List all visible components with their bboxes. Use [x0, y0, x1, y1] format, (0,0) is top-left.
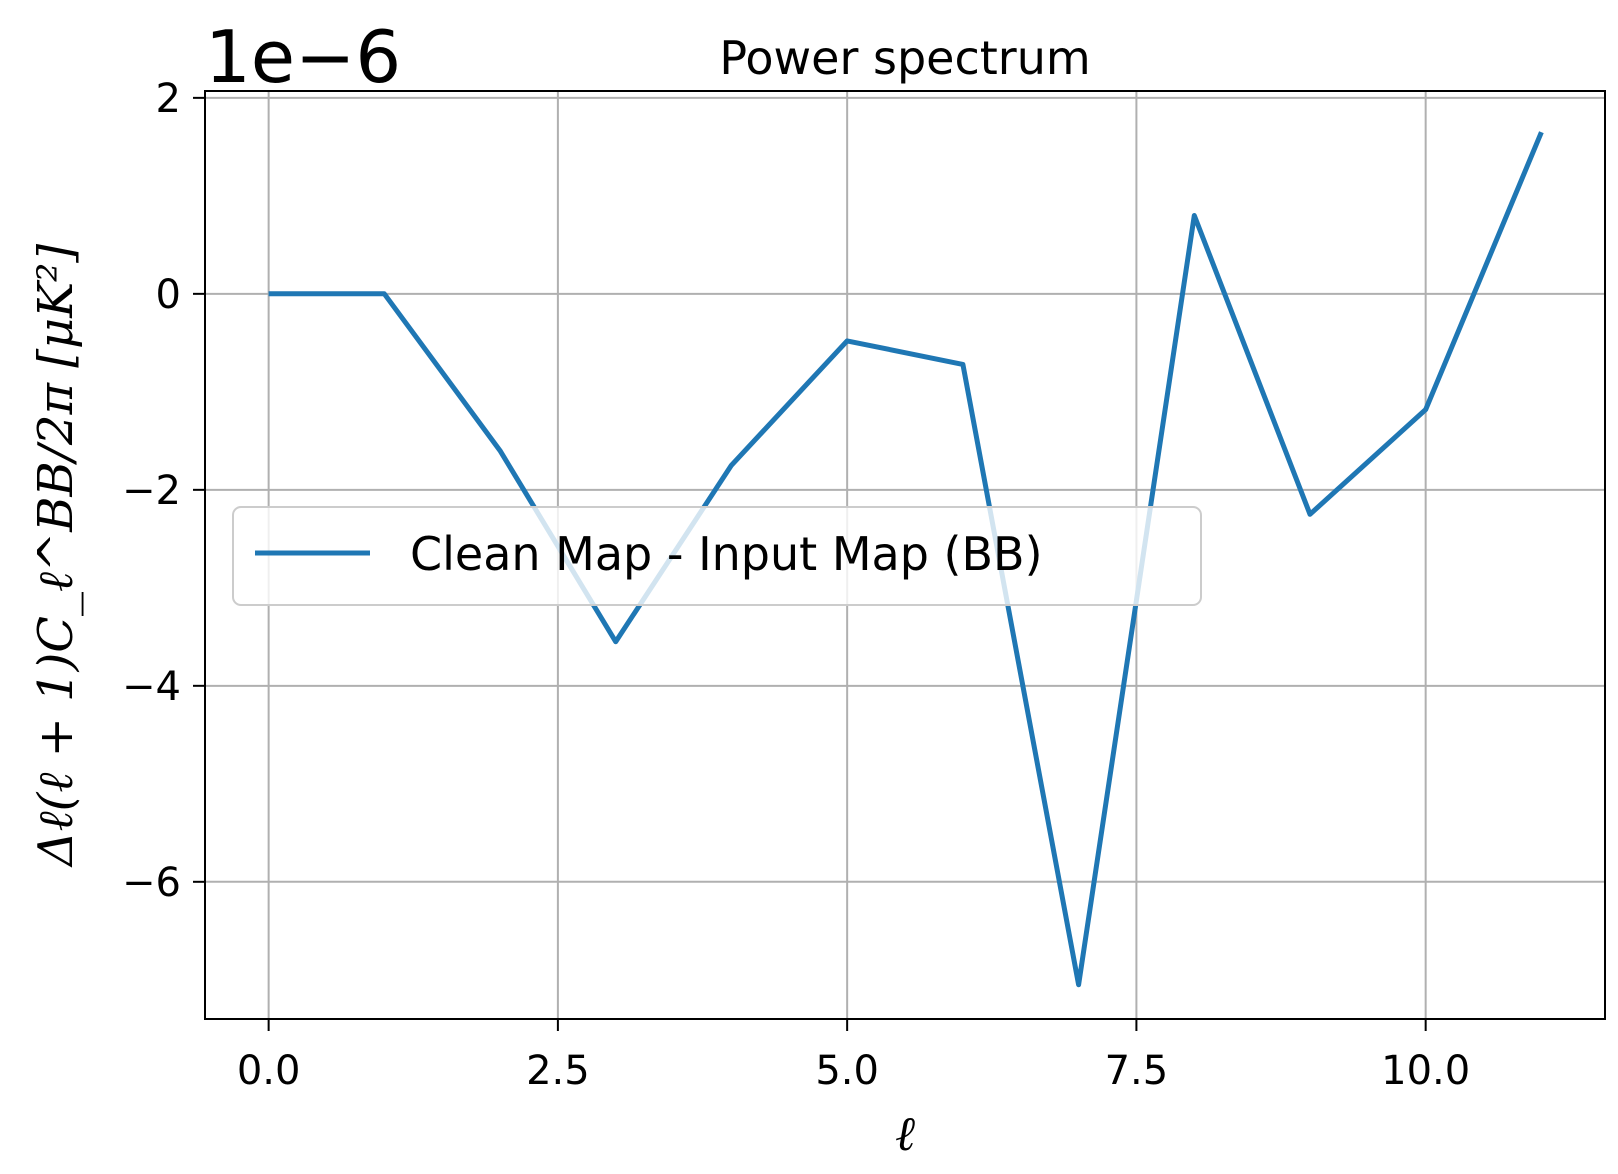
chart-title: Power spectrum	[719, 31, 1090, 85]
x-axis-label: ℓ	[895, 1106, 915, 1162]
y-ticks: 2 0 −2 −4 −6	[122, 76, 205, 906]
y-offset-label: 1e−6	[205, 15, 401, 99]
y-tick-label: −6	[122, 860, 181, 906]
legend-label: Clean Map - Input Map (BB)	[410, 527, 1043, 581]
y-tick-label: −4	[122, 664, 181, 710]
x-tick-label: 5.0	[815, 1048, 879, 1094]
y-tick-label: 0	[156, 272, 181, 318]
y-axis-label: Δℓ(ℓ + 1)C_ℓ^BB/2π [μK²]	[28, 244, 84, 868]
series-layer	[268, 131, 1544, 988]
x-tick-label: 0.0	[237, 1048, 301, 1094]
y-tick-label: 2	[156, 76, 181, 122]
legend: Clean Map - Input Map (BB)	[232, 506, 1202, 606]
x-tick-label: 2.5	[526, 1048, 590, 1094]
y-grid	[205, 96, 1605, 883]
series-line	[268, 131, 1544, 988]
x-tick-label: 10.0	[1381, 1048, 1470, 1094]
x-ticks: 0.0 2.5 5.0 7.5 10.0	[237, 1019, 1470, 1094]
plot-frame	[204, 90, 1606, 1020]
legend-box	[232, 506, 1202, 606]
x-tick-label: 7.5	[1105, 1048, 1169, 1094]
y-tick-label: −2	[122, 468, 181, 514]
